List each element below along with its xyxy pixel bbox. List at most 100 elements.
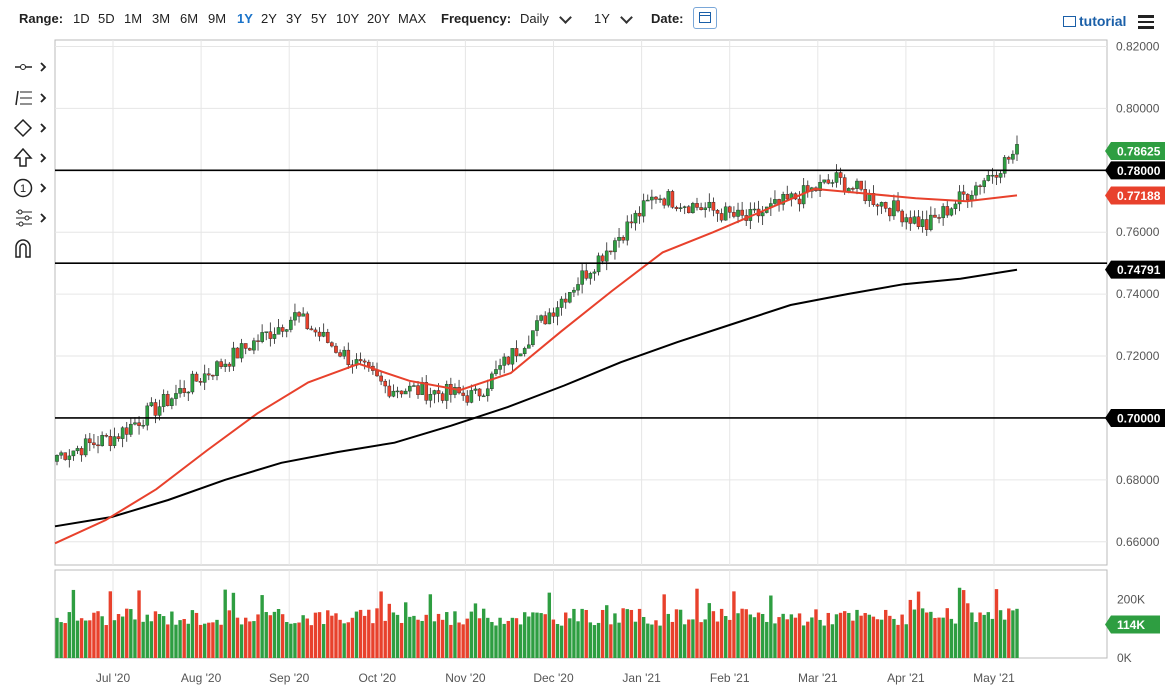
volume-bar xyxy=(703,619,707,658)
candle-body xyxy=(863,189,868,202)
candle-body xyxy=(518,353,523,357)
range-max[interactable]: MAX xyxy=(398,11,427,26)
candle-body xyxy=(609,250,613,253)
range-5y[interactable]: 5Y xyxy=(311,11,327,26)
candle-body xyxy=(670,191,675,208)
candle-body xyxy=(490,373,494,389)
volume-bar xyxy=(822,625,826,658)
candle-body xyxy=(888,208,892,217)
candle-body xyxy=(235,347,240,359)
volume-bar xyxy=(732,591,736,658)
volume-bar xyxy=(88,620,92,658)
candle-body xyxy=(276,327,281,335)
volume-bar xyxy=(888,615,892,658)
volume-bar xyxy=(613,613,617,658)
volume-bar xyxy=(387,603,392,658)
y-tick-label: 0.68000 xyxy=(1116,473,1160,487)
tool-line[interactable] xyxy=(12,56,50,78)
tutorial-link[interactable]: tutorial xyxy=(1063,13,1126,29)
range-9m[interactable]: 9M xyxy=(208,11,227,26)
volume-bar xyxy=(531,612,535,658)
candle-body xyxy=(293,312,297,321)
volume-bar xyxy=(346,622,350,658)
tool-fibonacci[interactable] xyxy=(12,87,50,109)
volume-bar xyxy=(293,623,297,658)
volume-bar xyxy=(96,611,100,658)
volume-bar xyxy=(539,613,543,658)
tool-shape[interactable] xyxy=(12,117,50,139)
volume-bar xyxy=(412,615,416,658)
tool-elliott-wave[interactable]: 1 xyxy=(12,177,50,199)
candle-body xyxy=(617,236,621,241)
candle-body xyxy=(366,361,371,367)
candle-body xyxy=(104,435,109,437)
candle-body xyxy=(703,207,708,210)
volume-bar xyxy=(120,616,125,658)
candle-body xyxy=(153,402,158,416)
candle-body xyxy=(629,221,634,224)
candle-body xyxy=(215,361,219,376)
volume-bar xyxy=(502,623,506,658)
range-3m[interactable]: 3M xyxy=(152,11,171,26)
range-20y[interactable]: 20Y xyxy=(367,11,391,26)
candle-body xyxy=(551,312,556,317)
candle-body xyxy=(834,172,839,183)
candle-body xyxy=(990,174,995,177)
volume-bar xyxy=(945,608,949,658)
volume-bar xyxy=(826,612,830,658)
volume-bar xyxy=(202,623,207,658)
candle-body xyxy=(514,348,519,357)
date-picker-button[interactable] xyxy=(693,7,717,29)
volume-bar xyxy=(371,623,375,658)
volume-bar xyxy=(436,613,441,658)
volume-bar xyxy=(793,617,798,658)
range-1d[interactable]: 1D xyxy=(73,11,90,26)
volume-bar xyxy=(477,618,482,658)
volume-bar xyxy=(949,618,954,658)
tool-pattern[interactable] xyxy=(12,207,50,229)
volume-bar xyxy=(986,612,990,658)
candle-body xyxy=(59,452,63,456)
period-select[interactable]: 1Y xyxy=(594,11,610,26)
volume-bar xyxy=(268,615,273,658)
candle-body xyxy=(662,198,666,206)
frequency-select[interactable]: Daily xyxy=(520,11,549,26)
candle-body xyxy=(949,208,954,216)
volume-bar xyxy=(75,620,80,658)
volume-bar xyxy=(748,614,753,658)
volume-bar xyxy=(715,621,720,658)
volume-bar xyxy=(719,608,724,658)
volume-bar xyxy=(535,612,539,658)
candle-body xyxy=(760,212,765,217)
volume-bar xyxy=(551,619,556,658)
moving-average-short xyxy=(54,187,1018,545)
volume-bar xyxy=(207,622,211,658)
volume-bar xyxy=(231,592,236,658)
candle-body xyxy=(526,344,531,349)
range-10y[interactable]: 10Y xyxy=(336,11,360,26)
volume-bar xyxy=(149,621,154,658)
tool-magnet[interactable] xyxy=(12,237,50,259)
volume-bar xyxy=(301,615,305,658)
candle-body xyxy=(145,405,150,426)
range-1m[interactable]: 1M xyxy=(124,11,143,26)
volume-bar xyxy=(161,616,166,658)
volume-bar xyxy=(953,623,958,658)
volume-bar xyxy=(157,614,162,658)
volume-bar xyxy=(752,617,757,658)
range-2y[interactable]: 2Y xyxy=(261,11,277,26)
range-6m[interactable]: 6M xyxy=(180,11,199,26)
range-1y[interactable]: 1Y xyxy=(237,11,253,26)
tool-arrow[interactable] xyxy=(12,147,50,169)
price-label-text: 0.78625 xyxy=(1117,144,1161,158)
range-5d[interactable]: 5D xyxy=(98,11,115,26)
range-3y[interactable]: 3Y xyxy=(286,11,302,26)
volume-bar xyxy=(338,619,342,658)
candle-body xyxy=(227,363,232,367)
volume-bar xyxy=(736,613,740,658)
volume-bar xyxy=(543,614,547,658)
menu-icon[interactable] xyxy=(1138,15,1154,29)
candle-body xyxy=(941,206,945,219)
volume-bar xyxy=(863,613,867,658)
